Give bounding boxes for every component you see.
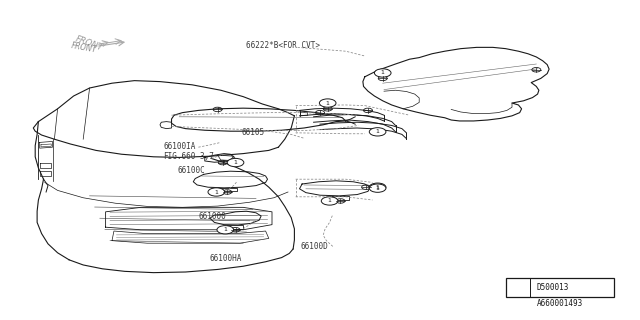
Text: 661000: 661000 bbox=[198, 212, 226, 221]
Circle shape bbox=[321, 197, 338, 205]
Text: 1: 1 bbox=[326, 100, 330, 106]
Text: 66100D: 66100D bbox=[301, 242, 328, 251]
Text: 1: 1 bbox=[328, 198, 332, 204]
Text: FIG.660-3,7: FIG.660-3,7 bbox=[163, 152, 214, 161]
Text: 66100C: 66100C bbox=[178, 166, 205, 175]
Circle shape bbox=[319, 99, 336, 107]
Text: FRONT: FRONT bbox=[70, 41, 97, 55]
Text: 1: 1 bbox=[376, 129, 380, 134]
Text: 66100IA: 66100IA bbox=[163, 142, 196, 151]
Circle shape bbox=[374, 69, 391, 77]
Text: 1: 1 bbox=[515, 285, 520, 291]
Text: 66100HA: 66100HA bbox=[210, 254, 243, 263]
Circle shape bbox=[217, 226, 234, 234]
Circle shape bbox=[509, 284, 526, 292]
Circle shape bbox=[208, 188, 225, 196]
Text: 1: 1 bbox=[376, 185, 380, 190]
Text: 1: 1 bbox=[376, 186, 380, 191]
Text: 1: 1 bbox=[381, 70, 385, 76]
Text: 66222*B<FOR CVT>: 66222*B<FOR CVT> bbox=[246, 41, 321, 50]
Circle shape bbox=[369, 128, 386, 136]
Text: 1: 1 bbox=[223, 227, 227, 232]
Text: A660001493: A660001493 bbox=[537, 300, 583, 308]
Bar bbox=[506, 278, 614, 297]
Text: 1: 1 bbox=[234, 160, 237, 165]
Text: 1: 1 bbox=[214, 189, 218, 195]
Text: D500013: D500013 bbox=[536, 283, 569, 292]
Circle shape bbox=[227, 158, 244, 167]
Circle shape bbox=[369, 184, 386, 192]
Text: FRONT: FRONT bbox=[74, 34, 104, 52]
Text: 66105: 66105 bbox=[242, 128, 265, 137]
Circle shape bbox=[369, 183, 386, 191]
